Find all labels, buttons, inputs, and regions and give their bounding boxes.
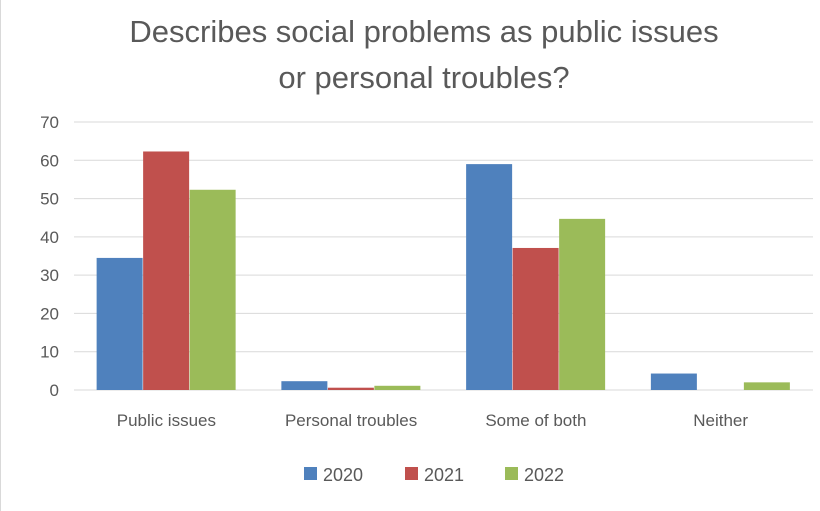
legend-label-2022: 2022 — [524, 465, 564, 485]
x-tick-label: Personal troubles — [285, 411, 417, 430]
y-tick-label: 40 — [40, 228, 59, 247]
y-tick-label: 70 — [40, 113, 59, 132]
x-axis-ticks: Public issues Personal troubles Some of bo… — [117, 411, 749, 430]
x-tick-label: Neither — [693, 411, 748, 430]
bar-2021-public-issues — [143, 151, 190, 390]
x-tick-label: Public issues — [117, 411, 216, 430]
legend-swatch-2022 — [505, 467, 518, 480]
y-tick-label: 60 — [40, 151, 59, 170]
bar-2022-some-of-both — [559, 218, 606, 390]
x-tick-label: Some of both — [485, 411, 586, 430]
legend-swatch-2020 — [304, 467, 317, 480]
bar-2021-personal-troubles — [327, 387, 374, 390]
bar-2021-some-of-both — [512, 247, 559, 390]
y-axis-ticks: 0 10 20 30 40 50 60 70 — [40, 113, 59, 400]
y-tick-label: 0 — [50, 381, 59, 400]
legend-swatch-2021 — [405, 467, 418, 480]
y-tick-label: 50 — [40, 190, 59, 209]
legend-label-2020: 2020 — [323, 465, 363, 485]
y-tick-label: 30 — [40, 266, 59, 285]
bar-2020-neither — [650, 373, 697, 390]
bars — [96, 151, 790, 390]
legend: 2020 2021 2022 — [304, 465, 564, 485]
bar-2020-personal-troubles — [281, 381, 328, 390]
legend-label-2021: 2021 — [424, 465, 464, 485]
bar-2020-some-of-both — [466, 164, 513, 390]
bar-2020-public-issues — [96, 257, 143, 390]
chart-title-line-1: Describes social problems as public issu… — [129, 14, 718, 49]
y-tick-label: 10 — [40, 343, 59, 362]
y-tick-label: 20 — [40, 304, 59, 323]
bar-2022-personal-troubles — [374, 385, 421, 390]
chart-title-line-2: or personal troubles? — [278, 60, 569, 95]
bar-2022-public-issues — [189, 189, 236, 390]
bar-2022-neither — [743, 382, 790, 390]
